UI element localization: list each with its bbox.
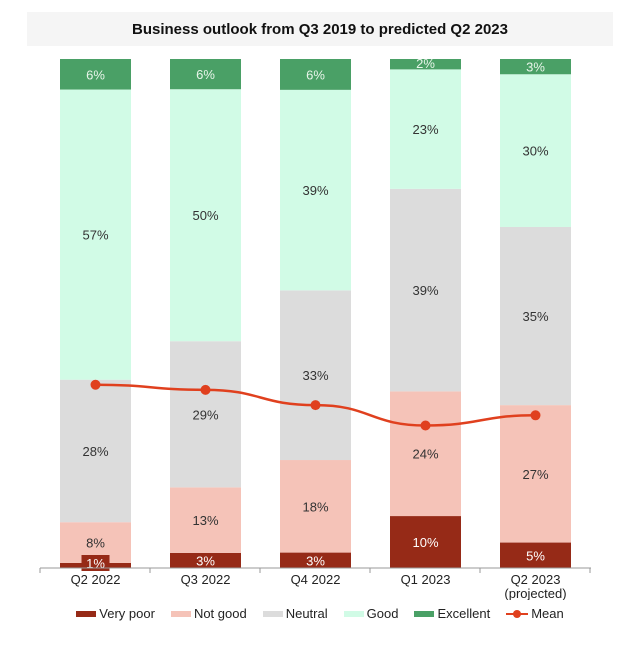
mean-point-q2-2023	[530, 410, 541, 421]
x-tick-label-q1-2023: Q1 2023	[401, 572, 451, 587]
data-label-neutral-q1-2023: 39%	[412, 283, 438, 298]
bar-segment-good-q4-2022	[280, 89, 351, 291]
x-tick-label-q4-2022: Q4 2022	[291, 572, 341, 587]
legend-swatch-good	[343, 610, 364, 617]
legend-item-very-poor: Very poor	[76, 606, 155, 621]
legend-item-good: Good	[343, 606, 399, 621]
mean-point-q2-2022	[90, 379, 101, 390]
data-label-not-good-q2-2023: 27%	[522, 467, 548, 482]
bar-segment-very-poor-q4-2022	[280, 552, 351, 568]
bar-segment-very-poor-q2-2023	[500, 542, 571, 568]
data-label-very-poor-q2-2022: 1%	[86, 556, 105, 571]
chart-title: Business outlook from Q3 2019 to predict…	[132, 20, 508, 38]
bar-segment-not-good-q3-2022	[170, 487, 241, 553]
bar-segment-neutral-q2-2023	[500, 226, 571, 406]
data-label-very-poor-q3-2022: 3%	[196, 553, 215, 568]
mean-point-q1-2023	[420, 420, 431, 431]
data-label-excellent-q2-2022: 6%	[86, 67, 105, 82]
bar-segment-good-q2-2023	[500, 74, 571, 227]
x-tick-label-q3-2022: Q3 2022	[181, 572, 231, 587]
legend-label-very-poor: Very poor	[99, 606, 155, 621]
legend-swatch-very-poor	[76, 610, 97, 617]
data-label-good-q1-2023: 23%	[412, 122, 438, 137]
data-label-excellent-q4-2022: 6%	[306, 67, 325, 82]
bar-segment-neutral-q3-2022	[170, 341, 241, 488]
bar-segment-neutral-q4-2022	[280, 290, 351, 461]
data-label-good-q4-2022: 39%	[302, 183, 328, 198]
data-label-excellent-q3-2022: 6%	[196, 67, 215, 82]
legend-item-mean: Mean	[506, 606, 564, 621]
legend-swatch-neutral	[262, 610, 283, 617]
bar-segment-excellent-q3-2022	[170, 59, 241, 90]
legend-swatch-mean	[506, 609, 529, 619]
data-label-good-q2-2023: 30%	[522, 144, 548, 159]
bar-segment-excellent-q2-2022	[60, 59, 131, 90]
chart-legend: Very poor Not good Neutral Good Excellent Mea…	[0, 606, 640, 621]
data-label-very-poor-q4-2022: 3%	[306, 553, 325, 568]
legend-label-good: Good	[366, 606, 399, 621]
bar-segment-not-good-q1-2023	[390, 391, 461, 517]
bar-segment-very-poor-q3-2022	[170, 552, 241, 568]
legend-swatch-not-good	[170, 610, 191, 617]
legend-label-neutral: Neutral	[285, 606, 328, 621]
bar-segment-good-q3-2022	[170, 89, 241, 342]
data-label-excellent-q2-2023: 3%	[526, 60, 545, 75]
data-label-very-poor-q2-2023: 5%	[526, 548, 545, 563]
data-label-not-good-q1-2023: 24%	[412, 447, 438, 462]
data-label-good-q2-2022: 57%	[82, 228, 108, 243]
bar-segment-good-q1-2023	[390, 69, 461, 189]
data-label-excellent-q1-2023: 2%	[416, 56, 435, 71]
chart-title-box: Business outlook from Q3 2019 to predict…	[27, 12, 613, 46]
bar-segment-neutral-q1-2023	[390, 188, 461, 392]
x-tick-label-q2-2022: Q2 2022	[71, 572, 121, 587]
data-label-good-q3-2022: 50%	[192, 208, 218, 223]
x-tick-label-q2-2023: Q2 2023	[511, 572, 561, 587]
bar-segment-excellent-q4-2022	[280, 59, 351, 90]
bar-segment-not-good-q4-2022	[280, 460, 351, 553]
bar-segment-very-poor-q1-2023	[390, 516, 461, 568]
data-label-very-poor-q1-2023: 10%	[412, 535, 438, 550]
data-label-neutral-q3-2022: 29%	[192, 407, 218, 422]
x-tick-sublabel-q2-2023: (projected)	[504, 586, 566, 600]
data-label-not-good-q3-2022: 13%	[192, 513, 218, 528]
legend-item-excellent: Excellent	[414, 606, 490, 621]
data-label-not-good-q2-2022: 8%	[86, 536, 105, 551]
legend-label-not-good: Not good	[193, 606, 247, 621]
legend-swatch-excellent	[414, 610, 435, 617]
bar-segment-excellent-q1-2023	[390, 59, 461, 70]
bar-segment-not-good-q2-2023	[500, 405, 571, 543]
data-label-neutral-q4-2022: 33%	[302, 368, 328, 383]
legend-item-neutral: Neutral	[262, 606, 328, 621]
bar-segment-good-q2-2022	[60, 89, 131, 380]
data-label-bg-very-poor-q2-2022	[81, 555, 110, 571]
stacked-bar-chart: 1% 8% 28% 57% 6% Q2 2022 3% 13% 29% 50% 6% Q3 2022 3…	[39, 56, 591, 600]
bar-segment-excellent-q2-2023	[500, 59, 571, 75]
bar-segment-neutral-q2-2022	[60, 379, 131, 523]
legend-item-not-good: Not good	[170, 606, 247, 621]
data-label-neutral-q2-2022: 28%	[82, 444, 108, 459]
legend-label-excellent: Excellent	[437, 606, 491, 621]
data-label-not-good-q4-2022: 18%	[302, 499, 328, 514]
legend-label-mean: Mean	[531, 606, 564, 621]
data-label-neutral-q2-2023: 35%	[522, 309, 548, 324]
mean-point-q3-2022	[200, 384, 211, 395]
mean-point-q4-2022	[310, 400, 321, 411]
